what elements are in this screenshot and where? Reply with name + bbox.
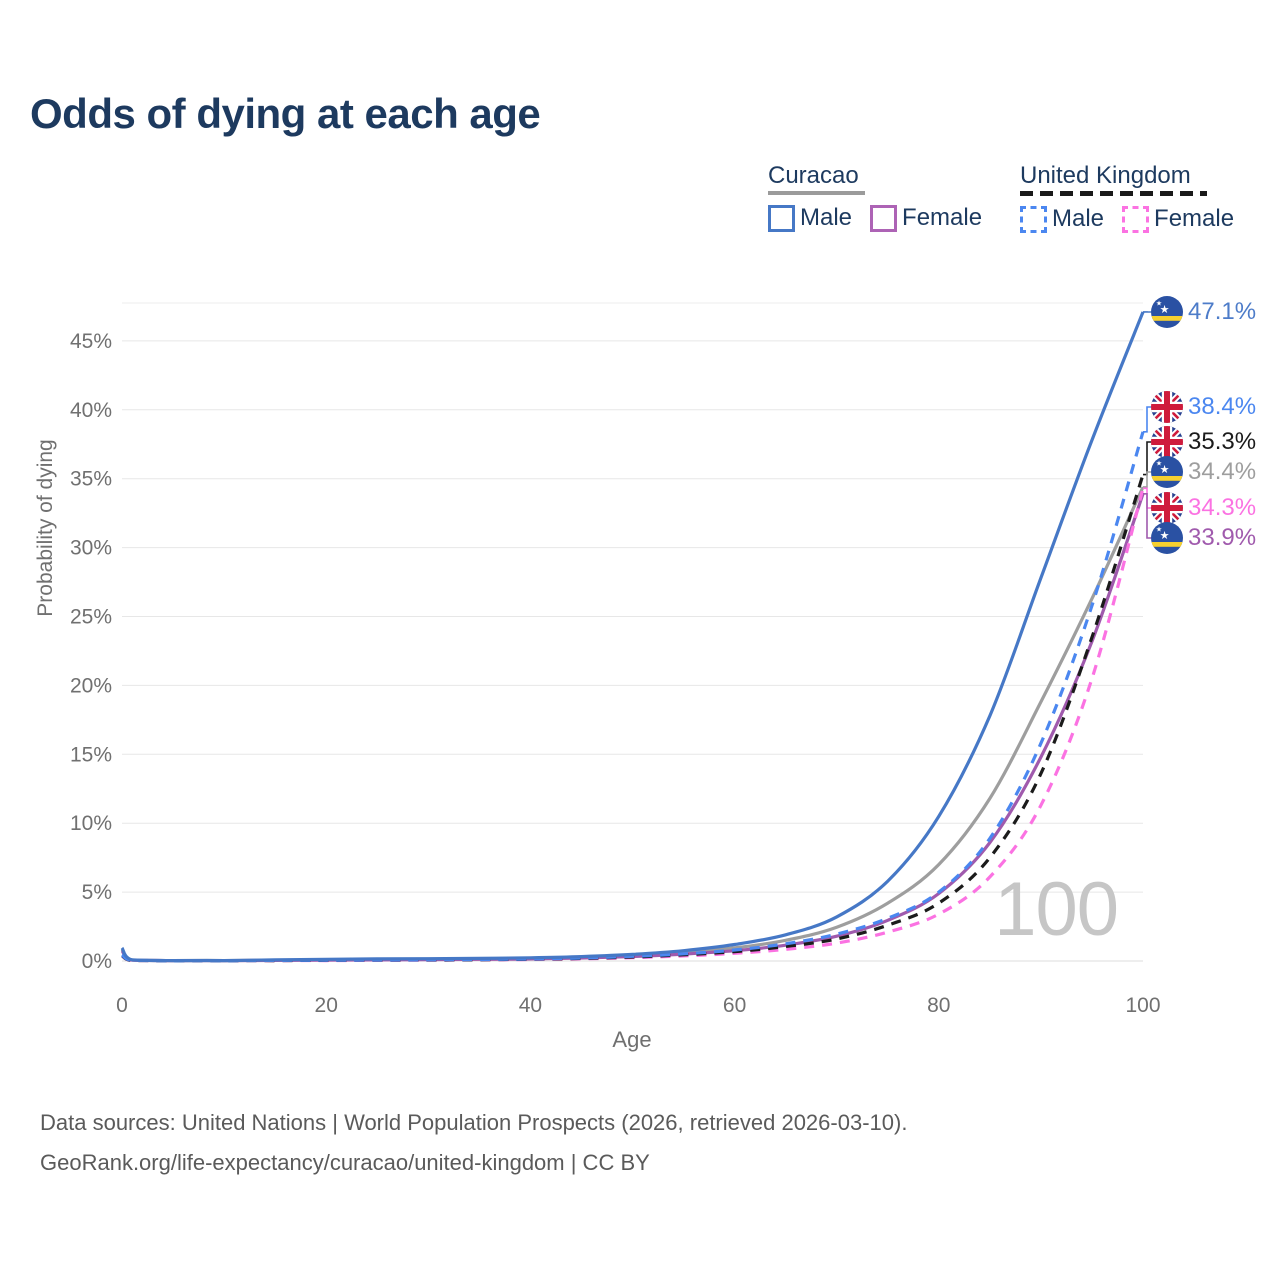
series-line-curacao-male[interactable] xyxy=(120,311,1145,963)
end-label-leader-line xyxy=(1143,493,1151,539)
united-kingdom-flag-icon xyxy=(1151,426,1183,458)
y-tick-label: 40% xyxy=(70,399,112,422)
end-label-value: 38.4% xyxy=(1188,393,1257,420)
x-axis-title: Age xyxy=(612,1027,651,1052)
united-kingdom-flag-icon xyxy=(1151,391,1183,423)
legend-item-label: Female xyxy=(902,204,983,232)
end-label-leader-line xyxy=(1143,441,1151,476)
end-label-value: 33.9% xyxy=(1188,524,1257,551)
legend-swatch-icon xyxy=(870,204,898,232)
legend-swatch-icon xyxy=(768,204,795,232)
legend-group-title-curacao: Curacao xyxy=(768,162,982,196)
legend-item-label: Male xyxy=(1052,205,1105,233)
end-label-value: 34.4% xyxy=(1188,458,1257,485)
curacao-flag-icon xyxy=(1151,522,1183,554)
curacao-flag-icon xyxy=(1151,296,1183,328)
page-title: Odds of dying at each age xyxy=(30,90,541,137)
legend-item-curacao-female[interactable]: Female xyxy=(870,204,982,232)
y-tick-label: 25% xyxy=(70,606,112,629)
y-tick-label: 35% xyxy=(70,468,112,491)
end-label-leader-line xyxy=(1143,471,1151,488)
end-label-curacao-total: 34.4% xyxy=(1151,456,1256,488)
x-tick-label: 40 xyxy=(519,994,542,1017)
legend-swatch-icon xyxy=(1122,205,1150,233)
y-tick-label: 0% xyxy=(82,950,112,973)
series-line-united-kingdom-female[interactable] xyxy=(121,487,1145,963)
end-label-united-kingdom-female: 34.3% xyxy=(1151,492,1256,524)
solid-line-sample xyxy=(768,191,865,196)
legend-item-uk-male[interactable]: Male xyxy=(1020,205,1104,233)
end-label-curacao-male: 47.1% xyxy=(1151,296,1256,328)
y-tick-label: 20% xyxy=(70,674,112,697)
y-tick-label: 45% xyxy=(70,330,112,353)
curacao-flag-icon xyxy=(1151,456,1183,488)
y-tick-label: 10% xyxy=(70,812,112,835)
end-label-value: 47.1% xyxy=(1188,298,1257,325)
x-tick-label: 60 xyxy=(723,994,746,1017)
end-label-value: 35.3% xyxy=(1188,428,1257,455)
legend-item-uk-female[interactable]: Female xyxy=(1122,205,1234,233)
y-tick-label: 30% xyxy=(70,537,112,560)
dashed-line-sample xyxy=(1020,191,1207,197)
y-tick-label: 5% xyxy=(82,881,112,904)
y-tick-label: 15% xyxy=(70,743,112,766)
data-sources-caption: Data sources: United Nations | World Pop… xyxy=(40,1110,908,1135)
attribution-caption: GeoRank.org/life-expectancy/curacao/unit… xyxy=(40,1150,650,1175)
legend-group-curacao: Curacao Male Female xyxy=(768,163,982,232)
x-tick-label: 20 xyxy=(315,994,338,1017)
legend-item-curacao-male[interactable]: Male xyxy=(768,204,852,232)
legend-group-label: Curacao xyxy=(768,162,859,189)
end-label-curacao-female: 33.9% xyxy=(1151,522,1256,554)
legend-item-label: Female xyxy=(1154,205,1235,233)
x-tick-label: 100 xyxy=(1125,994,1160,1017)
x-tick-label: 80 xyxy=(927,994,950,1017)
legend-group-united-kingdom: United Kingdom Male Female xyxy=(1020,163,1234,233)
x-tick-label: 0 xyxy=(116,994,128,1017)
hovered-age-watermark: 100 xyxy=(994,867,1119,952)
end-label-leader-line xyxy=(1143,406,1151,433)
legend-item-label: Male xyxy=(800,204,853,232)
y-axis-title: Probability of dying xyxy=(34,439,57,617)
end-label-value: 34.3% xyxy=(1188,494,1257,521)
legend-group-title-united-kingdom: United Kingdom xyxy=(1020,162,1234,197)
legend-swatch-icon xyxy=(1020,205,1047,233)
united-kingdom-flag-icon xyxy=(1151,492,1183,524)
end-label-united-kingdom-total: 35.3% xyxy=(1151,426,1256,458)
end-label-united-kingdom-male: 38.4% xyxy=(1151,391,1256,423)
legend-group-label: United Kingdom xyxy=(1020,162,1191,189)
